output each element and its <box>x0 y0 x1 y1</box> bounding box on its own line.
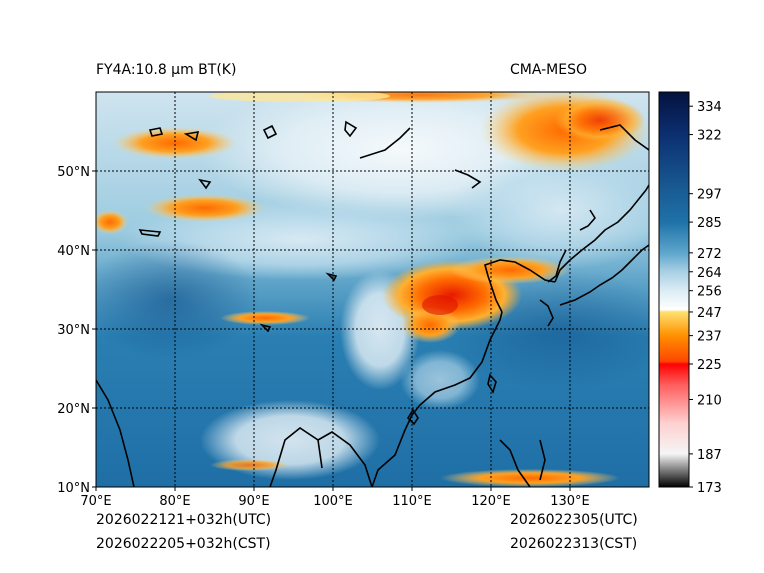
colorbar-tick-label: 272 <box>697 247 722 262</box>
latitude-axis: 10°N 20°N 30°N 40°N 50°N <box>57 165 96 496</box>
satellite-image <box>96 92 649 487</box>
colorbar-tick-label: 173 <box>697 481 722 496</box>
init-time-cst: 2026022205+032h(CST) <box>96 536 271 552</box>
coastlines <box>96 120 649 487</box>
lat-label: 40°N <box>57 244 90 259</box>
lon-label: 120°E <box>471 494 511 509</box>
colorbar-tick-label: 210 <box>697 393 722 408</box>
init-time-utc: 2026022121+032h(UTC) <box>96 512 272 528</box>
colorbar-tick-label: 322 <box>697 129 722 144</box>
colorbar-tick-label: 334 <box>697 100 722 115</box>
lon-label: 70°E <box>80 494 111 509</box>
model-title: CMA-MESO <box>510 62 588 78</box>
colorbar-tick-label: 237 <box>697 330 722 345</box>
colorbar-ticks: 173 187 210 225 237 247 256 264 272 285 297 322 334 <box>689 100 722 496</box>
graticule <box>96 92 649 487</box>
colorbar <box>659 92 689 487</box>
longitude-axis: 70°E 80°E 90°E 100°E 110°E 120°E 130°E <box>80 487 590 509</box>
map-frame <box>95 91 650 488</box>
colorbar-tick-label: 187 <box>697 448 722 463</box>
lon-label: 90°E <box>238 494 269 509</box>
lon-label: 110°E <box>392 494 432 509</box>
colorbar-frame <box>658 91 690 488</box>
lat-label: 30°N <box>57 323 90 338</box>
lon-label: 100°E <box>313 494 353 509</box>
colorbar-tick-label: 297 <box>697 188 722 203</box>
colorbar-tick-label: 247 <box>697 306 722 321</box>
colorbar-tick-label: 285 <box>697 216 722 231</box>
lon-label: 80°E <box>159 494 190 509</box>
valid-time-cst: 2026022313(CST) <box>510 536 638 552</box>
product-title: FY4A:10.8 µm BT(K) <box>96 62 237 78</box>
colorbar-tick-label: 225 <box>697 358 722 373</box>
valid-time-utc: 2026022305(UTC) <box>510 512 638 528</box>
lat-label: 20°N <box>57 402 90 417</box>
lat-label: 50°N <box>57 165 90 180</box>
colorbar-tick-label: 256 <box>697 285 722 300</box>
lat-label: 10°N <box>57 481 90 496</box>
lon-label: 130°E <box>550 494 590 509</box>
colorbar-tick-label: 264 <box>697 266 722 281</box>
